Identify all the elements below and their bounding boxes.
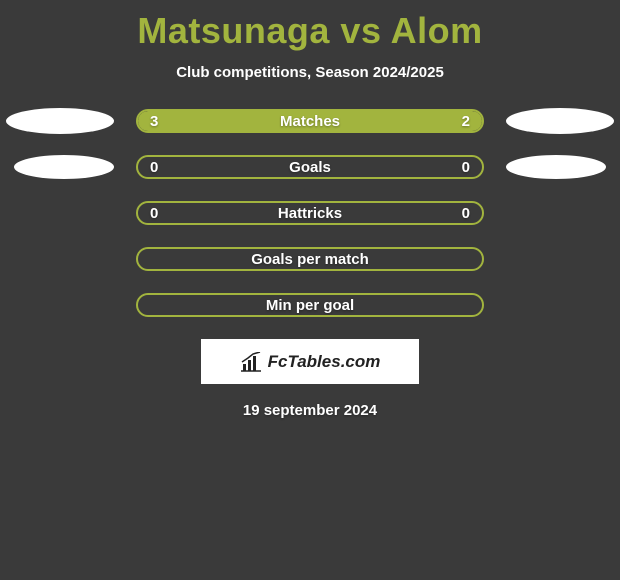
stat-row: Goals per match [0,247,620,271]
right-marker-ellipse [506,108,614,134]
stats-rows: 32Matches 00Goals 00Hattricks Goals per mat… [0,109,620,317]
bar-chart-icon [240,352,262,372]
stat-bar-track: Min per goal [136,293,484,317]
left-marker-ellipse [6,108,114,134]
player-right-name: Alom [391,10,483,51]
stat-row: 32Matches [0,109,620,133]
logo-box[interactable]: FcTables.com [201,339,419,384]
stat-row: 00Hattricks [0,201,620,225]
vs-text: vs [340,10,381,51]
logo-text: FcTables.com [268,352,381,372]
stat-row: 00Goals [0,155,620,179]
stat-bar-track: 00Hattricks [136,201,484,225]
stat-label: Goals [138,159,482,176]
page-title: Matsunaga vs Alom [0,0,620,52]
stat-label: Matches [138,113,482,130]
right-marker-ellipse [506,155,606,179]
stat-label: Min per goal [138,297,482,314]
stat-row: Min per goal [0,293,620,317]
stat-label: Goals per match [138,251,482,268]
stat-bar-track: Goals per match [136,247,484,271]
subtitle: Club competitions, Season 2024/2025 [0,64,620,81]
stat-label: Hattricks [138,205,482,222]
date-text: 19 september 2024 [0,402,620,419]
stat-bar-track: 00Goals [136,155,484,179]
player-left-name: Matsunaga [137,10,330,51]
stat-bar-track: 32Matches [136,109,484,133]
left-marker-ellipse [14,155,114,179]
